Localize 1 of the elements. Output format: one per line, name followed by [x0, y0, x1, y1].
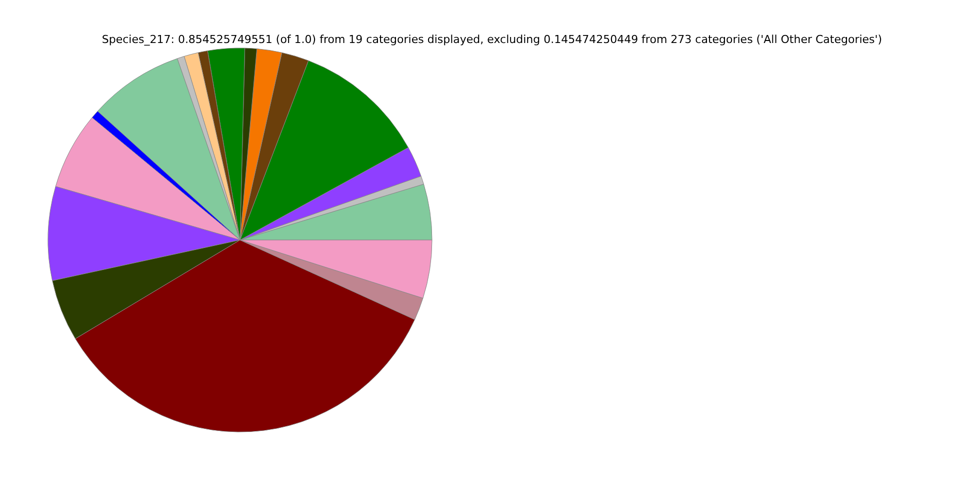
text: Species_217: 0.854525749551 (of 1.0) from 19 categories displayed, excluding 0.145474250449 from 273 categories ('All Other Categories') [102, 33, 882, 46]
